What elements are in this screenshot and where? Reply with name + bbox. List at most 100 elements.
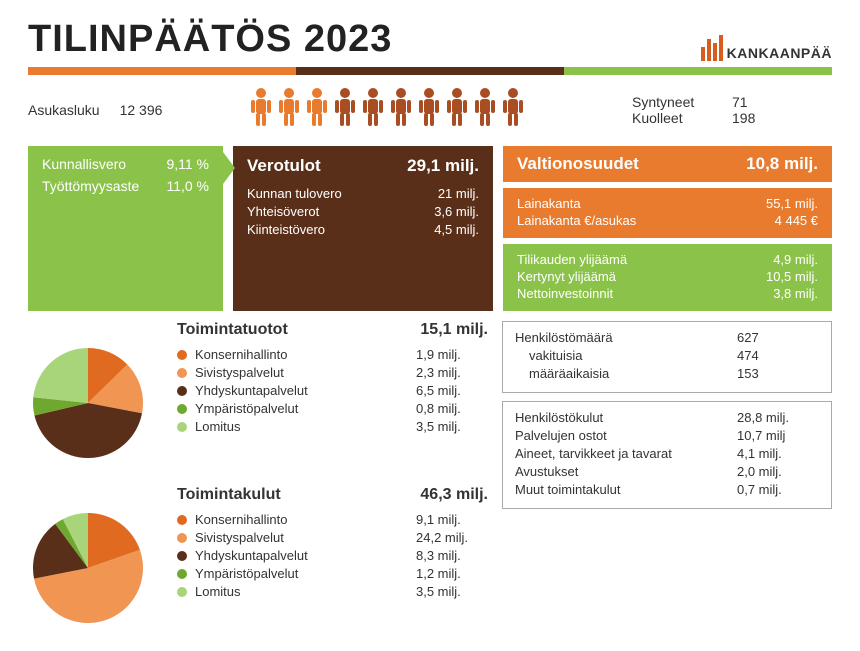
legend-dot-icon	[177, 515, 187, 525]
lower-left-column: Toimintatuotot 15,1 milj. Konsernihallinto…	[28, 321, 488, 651]
rates-box: Kunnallisvero 9,11 % Työttömyysaste 11,0 %	[28, 146, 223, 311]
legend-value: 1,2 milj.	[416, 566, 488, 581]
header: TILINPÄÄTÖS 2023 KANKAANPÄÄ	[28, 18, 832, 61]
person-icon	[444, 87, 470, 132]
person-icon	[332, 87, 358, 132]
revenues-pie-chart	[28, 343, 148, 463]
person-icon	[276, 87, 302, 132]
birth-death-block: Syntyneet71 Kuolleet198	[632, 94, 832, 126]
legend-value: 2,3 milj.	[416, 365, 488, 380]
section-total: 46,3 milj.	[420, 486, 488, 504]
surplus-label: Nettoinvestoinnit	[517, 286, 613, 301]
legend-value: 3,5 milj.	[416, 584, 488, 599]
rate-value: 9,11 %	[166, 156, 209, 172]
legend-row: Sivistyspalvelut24,2 milj.	[177, 530, 488, 545]
legend-label: Konsernihallinto	[195, 512, 408, 527]
page-title: TILINPÄÄTÖS 2023	[28, 18, 392, 61]
legend-label: Lomitus	[195, 584, 408, 599]
cost-value: 0,7 milj.	[737, 482, 819, 497]
section-title: Toimintatuotot	[177, 321, 288, 339]
state-share-box: Valtionosuudet 10,8 milj.	[503, 146, 832, 182]
births-value: 71	[732, 94, 748, 110]
lower-section: Toimintatuotot 15,1 milj. Konsernihallinto…	[28, 321, 832, 651]
tax-row-value: 21 milj.	[438, 186, 479, 201]
population-label: Asukasluku	[28, 102, 100, 118]
legend-value: 3,5 milj.	[416, 419, 488, 434]
surplus-value: 4,9 milj.	[773, 252, 818, 267]
surplus-box: Tilikauden ylijäämä 4,9 milj. Kertynyt yli…	[503, 244, 832, 311]
legend-dot-icon	[177, 368, 187, 378]
cost-breakdown-box: Henkilöstökulut28,8 milj.Palvelujen osto…	[502, 401, 832, 509]
staff-label: Henkilöstömäärä	[515, 330, 737, 345]
lower-right-column: Henkilöstömäärä627vakituisia474määräaika…	[502, 321, 832, 651]
people-icon-row	[248, 87, 612, 132]
rate-value: 11,0 %	[166, 178, 209, 194]
legend-dot-icon	[177, 587, 187, 597]
legend-row: Lomitus3,5 milj.	[177, 419, 488, 434]
top-stats-row: Asukasluku 12 396 Syntyneet71 Kuolleet19…	[28, 87, 832, 132]
person-icon	[472, 87, 498, 132]
legend-row: Lomitus 3,5 milj.	[177, 584, 488, 599]
loan-label: Lainakanta	[517, 196, 581, 211]
loan-value: 55,1 milj.	[766, 196, 818, 211]
legend-value: 0,8 milj.	[416, 401, 488, 416]
legend-dot-icon	[177, 533, 187, 543]
pie-slice	[33, 348, 88, 403]
expenses-section: Toimintakulut46,3 milj.Konsernihallinto9…	[28, 486, 488, 633]
loan-label: Lainakanta €/asukas	[517, 213, 636, 228]
legend-value: 6,5 milj.	[416, 383, 488, 398]
legend-value: 9,1 milj.	[416, 512, 488, 527]
cost-value: 28,8 milj.	[737, 410, 819, 425]
tax-title: Verotulot	[247, 156, 321, 176]
cost-label: Henkilöstökulut	[515, 410, 737, 425]
legend-row: Ympäristöpalvelut 0,8 milj.	[177, 401, 488, 416]
legend-row: Yhdyskuntapalvelut6,5 milj.	[177, 383, 488, 398]
legend-dot-icon	[177, 386, 187, 396]
section-total: 15,1 milj.	[420, 321, 488, 339]
legend-row: Konsernihallinto 9,1 milj.	[177, 512, 488, 527]
person-icon	[416, 87, 442, 132]
person-icon	[388, 87, 414, 132]
cost-value: 2,0 milj.	[737, 464, 819, 479]
revenues-legend: Toimintatuotot 15,1 milj. Konsernihallinto…	[177, 321, 488, 437]
tax-row-value: 4,5 milj.	[434, 222, 479, 237]
logo-bars-icon	[701, 35, 723, 61]
deaths-value: 198	[732, 110, 755, 126]
staff-label: vakituisia	[515, 348, 737, 363]
city-logo: KANKAANPÄÄ	[701, 35, 832, 61]
surplus-label: Tilikauden ylijäämä	[517, 252, 627, 267]
rate-label: Työttömyysaste	[42, 178, 139, 194]
rate-label: Kunnallisvero	[42, 156, 126, 172]
legend-dot-icon	[177, 569, 187, 579]
staff-value: 627	[737, 330, 819, 345]
population-block: Asukasluku 12 396	[28, 102, 228, 118]
legend-label: Konsernihallinto	[195, 347, 408, 362]
surplus-value: 3,8 milj.	[773, 286, 818, 301]
tax-row-label: Yhteisöverot	[247, 204, 319, 219]
person-icon	[304, 87, 330, 132]
cost-label: Aineet, tarvikkeet ja tavarat	[515, 446, 737, 461]
legend-dot-icon	[177, 422, 187, 432]
legend-row: Ympäristöpalvelut 1,2 milj.	[177, 566, 488, 581]
legend-label: Ympäristöpalvelut	[195, 401, 408, 416]
state-share-title: Valtionosuudet	[517, 154, 639, 174]
legend-value: 8,3 milj.	[416, 548, 488, 563]
state-share-value: 10,8 milj.	[746, 154, 818, 174]
logo-text: KANKAANPÄÄ	[727, 45, 832, 61]
legend-dot-icon	[177, 350, 187, 360]
tax-income-box: Verotulot29,1 milj.Kunnan tulovero21 mil…	[233, 146, 493, 311]
staff-value: 474	[737, 348, 819, 363]
cost-value: 10,7 milj	[737, 428, 819, 443]
legend-label: Yhdyskuntapalvelut	[195, 548, 408, 563]
person-icon	[360, 87, 386, 132]
surplus-label: Kertynyt ylijäämä	[517, 269, 616, 284]
surplus-value: 10,5 milj.	[766, 269, 818, 284]
accent-bar	[28, 67, 832, 75]
person-icon	[500, 87, 526, 132]
legend-label: Ympäristöpalvelut	[195, 566, 408, 581]
cost-label: Palvelujen ostot	[515, 428, 737, 443]
legend-dot-icon	[177, 551, 187, 561]
legend-label: Sivistyspalvelut	[195, 365, 408, 380]
person-icon	[248, 87, 274, 132]
loan-value: 4 445 €	[775, 213, 818, 228]
